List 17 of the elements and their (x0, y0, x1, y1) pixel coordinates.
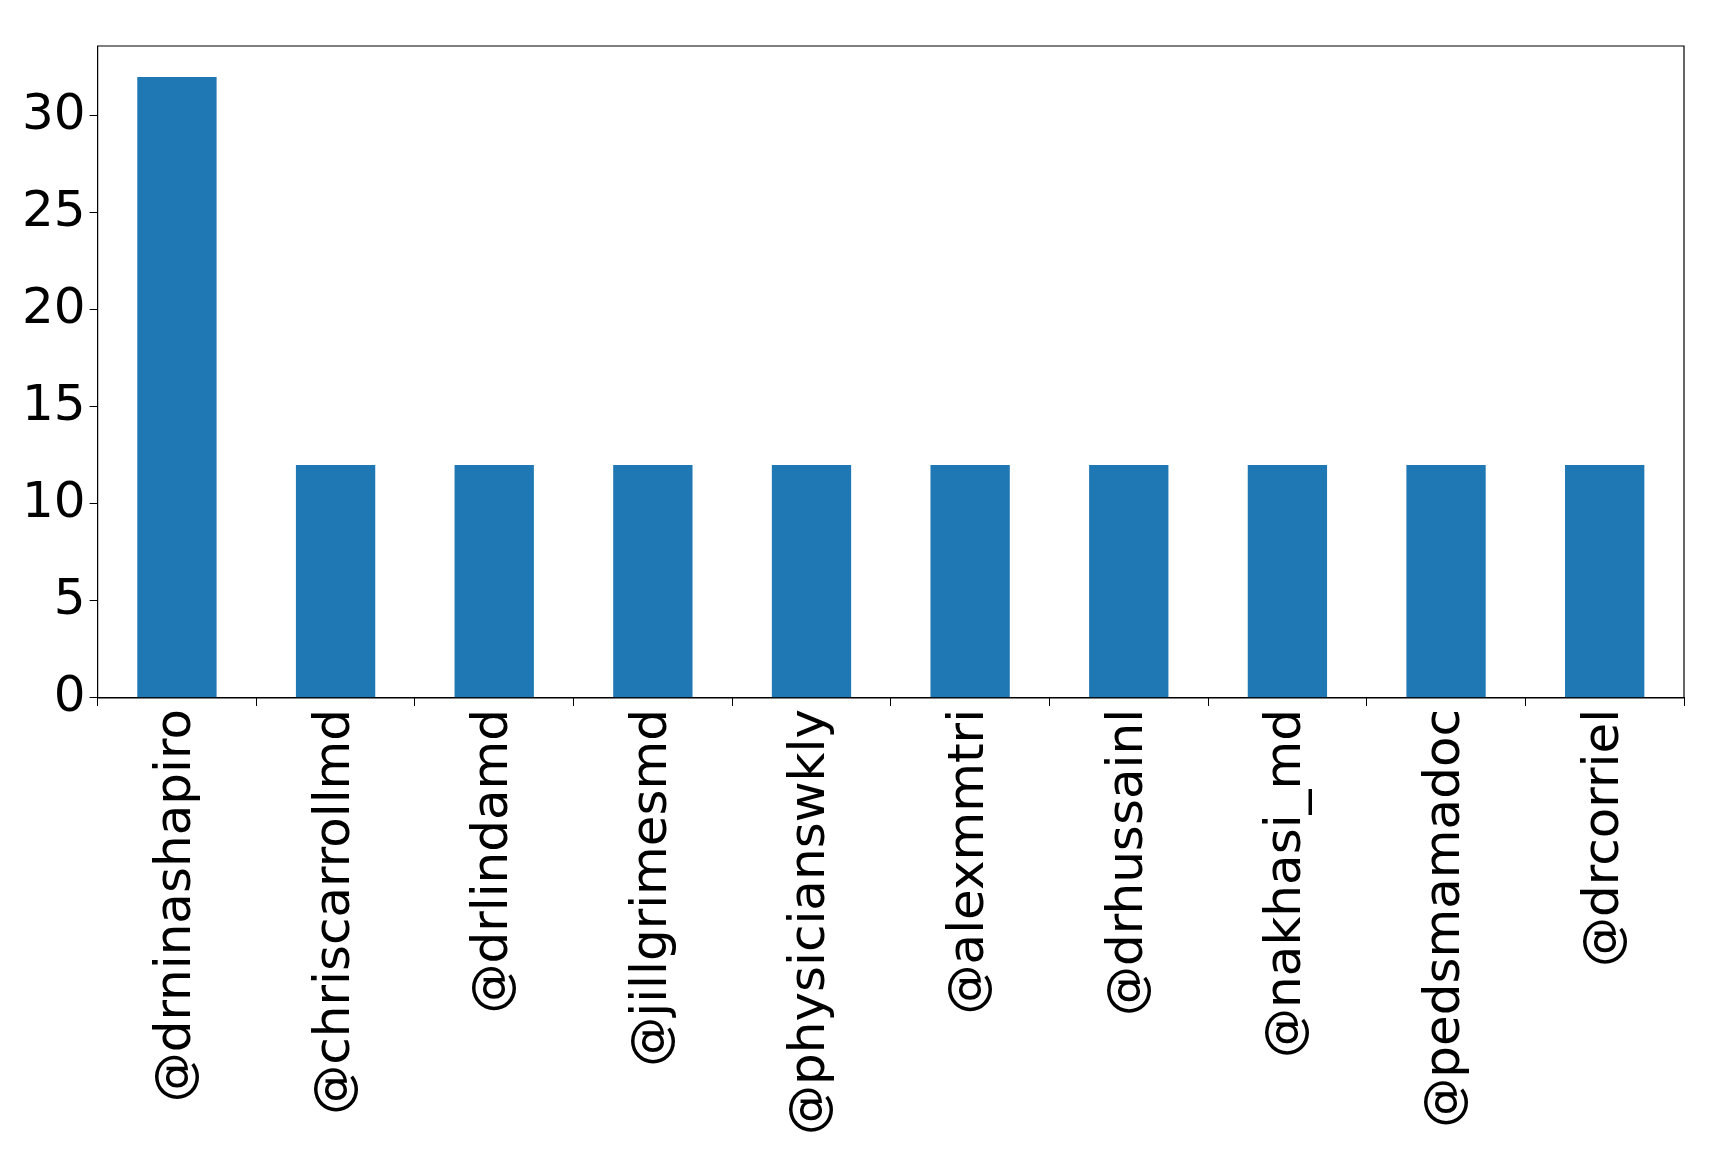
x-tick-label: @drcorriel (1571, 708, 1630, 968)
y-tick-label: 5 (53, 567, 86, 626)
x-tick-label: @pedsmamadoc (1413, 708, 1472, 1128)
y-tick-label: 30 (22, 82, 86, 141)
x-tick-label: @drhussainl (1095, 708, 1154, 1016)
x-tick-label: @nakhasi_md (1254, 708, 1313, 1058)
y-tick-label: 25 (22, 179, 86, 238)
x-tick-label: @drlindamd (461, 708, 520, 1014)
y-tick-label: 0 (53, 664, 86, 723)
x-tick-label: @jillgrimesmd (619, 708, 678, 1067)
y-tick-label: 10 (22, 470, 86, 529)
x-tick-label: @physicianswkly (778, 708, 837, 1136)
y-tick-label: 15 (22, 373, 86, 432)
y-tick-label: 20 (22, 276, 86, 335)
x-tick-label: @alexmmtri (937, 708, 996, 1015)
x-tick-label: @drninashapiro (143, 708, 202, 1103)
x-tick-label: @chriscarrollmd (302, 708, 361, 1115)
